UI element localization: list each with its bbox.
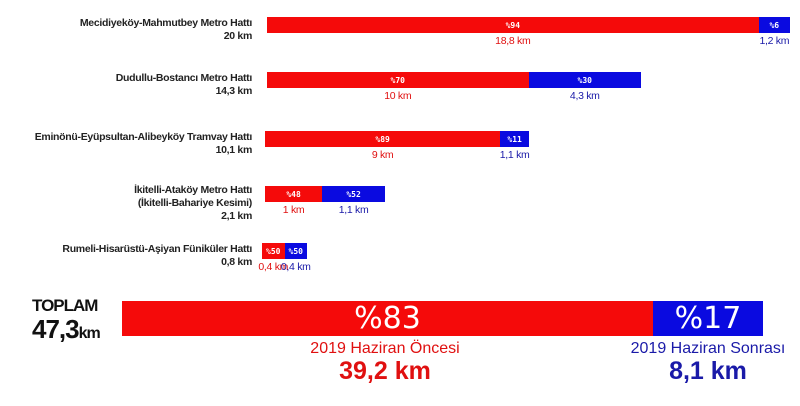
total-bar-before: %83 [122, 301, 653, 336]
line-name: Rumeli-Hisarüstü-Aşiyan Füniküler Hattı [62, 243, 252, 255]
line-name: Mecidiyeköy-Mahmutbey Metro Hattı [79, 17, 252, 29]
line-name: İkitelli-Ataköy Metro Hattı [134, 184, 252, 196]
row-label: Mecidiyeköy-Mahmutbey Metro Hattı 20 km [80, 17, 252, 43]
line-total: 10,1 km [215, 144, 253, 156]
bar-before: %48 [265, 186, 323, 202]
before-caption: 2019 Haziran Öncesi [310, 340, 460, 357]
row-label: Eminönü-Eyüpsultan-Alibeyköy Tramvay Hat… [34, 131, 253, 157]
before-pct: %70 [390, 75, 405, 85]
total-unit: km [78, 325, 101, 342]
bar-after: %6 [758, 17, 790, 33]
bar-after: %52 [322, 186, 385, 202]
after-km: 8,1 km [669, 357, 747, 385]
before-pct: %89 [375, 134, 390, 144]
after-pct: %11 [507, 134, 522, 144]
before-pct: %50 [266, 246, 281, 256]
bar-before: %70 [267, 72, 529, 88]
row-label: İkitelli-Ataköy Metro Hattı (İkitelli-Ba… [134, 184, 252, 223]
line-total: 14,3 km [215, 85, 253, 97]
bar-after: %50 [284, 243, 307, 259]
line-name: Dudullu-Bostancı Metro Hattı [115, 72, 253, 84]
before-km-label: 10 km [384, 90, 412, 102]
before-km-label: 0,4 km [258, 261, 289, 273]
before-pct: %94 [505, 20, 521, 30]
bar-after: %30 [528, 72, 641, 88]
before-km-label: 18,8 km [495, 35, 531, 47]
after-km-label: 1,1 km [338, 204, 369, 216]
before-km-label: 9 km [371, 149, 394, 161]
total-value: 47,3 [32, 314, 80, 344]
row-label: Dudullu-Bostancı Metro Hattı 14,3 km [115, 72, 253, 98]
after-km-label: 4,3 km [569, 90, 600, 102]
line-total: 20 km [223, 30, 253, 42]
after-km-label: 1,2 km [759, 35, 790, 47]
bar-before: %89 [265, 131, 501, 147]
total-title: TOPLAM [32, 296, 98, 315]
before-km-label: 1 km [282, 204, 305, 216]
line-subname: (İkitelli-Bahariye Kesimi) [137, 197, 252, 209]
after-pct: %30 [577, 75, 592, 85]
bar-after: %11 [500, 131, 529, 147]
total-after-caption: 2019 Haziran Sonrası 8,1 km [631, 340, 786, 384]
after-pct: %52 [346, 189, 361, 199]
line-name: Eminönü-Eyüpsultan-Alibeyköy Tramvay Hat… [34, 131, 253, 143]
after-pct: %6 [769, 20, 780, 30]
bar-before: %94 [267, 17, 759, 33]
after-km-label: 0,4 km [280, 261, 311, 273]
before-pct: %48 [286, 189, 301, 199]
line-total: 2,1 km [221, 210, 252, 222]
before-km: 39,2 km [339, 357, 431, 385]
total-bar-after: %17 [653, 301, 763, 336]
bar-before: %50 [262, 243, 285, 259]
after-caption: 2019 Haziran Sonrası [630, 340, 786, 357]
row-label: Rumeli-Hisarüstü-Aşiyan Füniküler Hattı … [62, 243, 252, 269]
total-before-pct: %83 [354, 301, 421, 336]
total-after-pct: %17 [674, 301, 742, 336]
after-pct: %50 [288, 246, 303, 256]
line-total: 0,8 km [221, 256, 252, 268]
total-before-caption: 2019 Haziran Öncesi 39,2 km [310, 340, 459, 384]
total-label: TOPLAM 47,3km [32, 296, 101, 347]
after-km-label: 1,1 km [499, 149, 530, 161]
